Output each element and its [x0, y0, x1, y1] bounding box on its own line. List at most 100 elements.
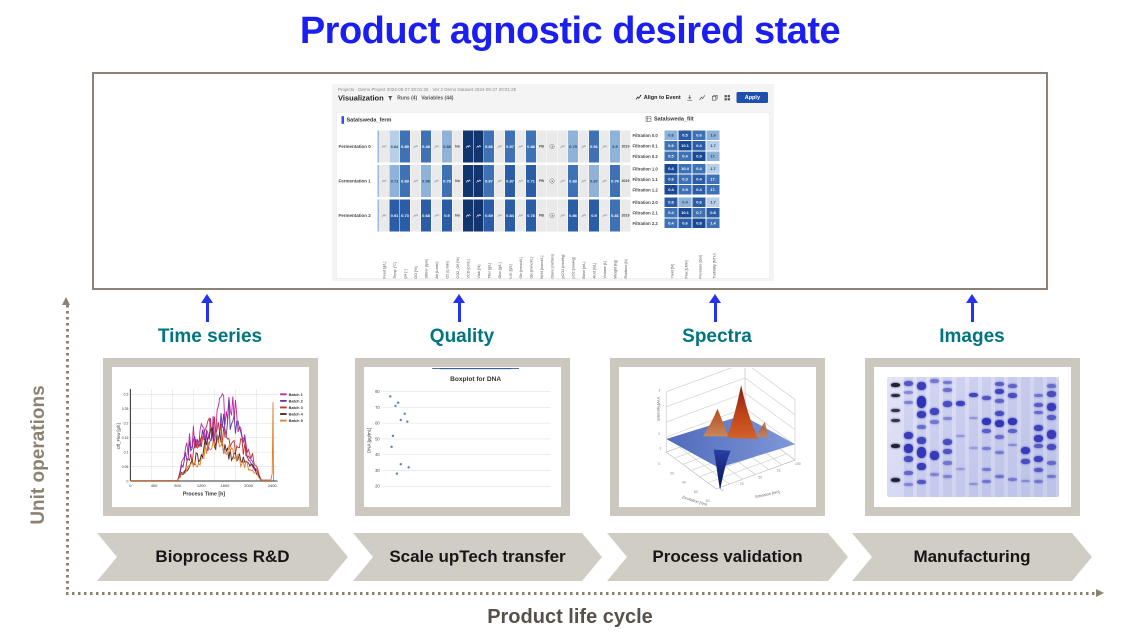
- heatmap-cell[interactable]: 0.69: [484, 199, 494, 232]
- heatmap-cell[interactable]: [473, 130, 484, 163]
- heatmap-cell[interactable]: 0.81: [610, 199, 620, 232]
- heatmap-cell[interactable]: [379, 165, 389, 197]
- heatmap-cell[interactable]: 0.4: [692, 141, 706, 151]
- heatmap-cell[interactable]: [463, 165, 473, 197]
- heatmap-cell[interactable]: 0.4: [692, 174, 706, 184]
- heatmap-cell[interactable]: 0.88: [442, 130, 452, 163]
- heatmap-cell[interactable]: 0.68: [421, 199, 431, 232]
- heatmap-cell[interactable]: [599, 165, 610, 197]
- heatmap-cell[interactable]: 0.6: [692, 197, 706, 207]
- heatmap-cell[interactable]: [578, 130, 589, 163]
- heatmap-cell[interactable]: [431, 130, 442, 163]
- heatmap-cell[interactable]: [578, 199, 589, 232]
- heatmap-cell[interactable]: 0.78: [442, 165, 452, 197]
- heatmap-cell[interactable]: 0.8: [664, 130, 678, 140]
- heatmap-cell[interactable]: [515, 199, 526, 232]
- heatmap-cell[interactable]: 0.84: [505, 199, 515, 232]
- heatmap-cell[interactable]: 1.6: [706, 130, 720, 140]
- heatmap-cell[interactable]: [473, 199, 484, 232]
- heatmap-cell[interactable]: 0.85: [400, 130, 410, 163]
- heatmap-cell[interactable]: 0.8: [664, 197, 678, 207]
- heatmap-cell[interactable]: [599, 130, 610, 163]
- heatmap-cell[interactable]: 0.48: [421, 130, 431, 163]
- heatmap-cell[interactable]: 10.1: [678, 141, 692, 151]
- heatmap-cell[interactable]: [431, 199, 442, 232]
- heatmap-cell[interactable]: 0.9: [442, 199, 452, 232]
- heatmap-cell[interactable]: [494, 130, 505, 163]
- heatmap-cell[interactable]: No: [452, 199, 463, 232]
- heatmap-cell[interactable]: PB: [536, 199, 547, 232]
- variables-selector[interactable]: Variables (44): [421, 95, 454, 102]
- heatmap-cell[interactable]: [410, 130, 421, 163]
- heatmap-cell[interactable]: 0.6: [678, 218, 692, 228]
- heatmap-cell[interactable]: 17.: [706, 151, 720, 161]
- heatmap-cell[interactable]: 0.4: [664, 218, 678, 228]
- heatmap-cell[interactable]: [515, 130, 526, 163]
- heatmap-cell[interactable]: 0.5: [678, 185, 692, 195]
- runs-selector[interactable]: Runs (4): [397, 95, 418, 102]
- heatmap-cell[interactable]: [463, 199, 473, 232]
- heatmap-cell[interactable]: 0.71: [389, 165, 400, 197]
- heatmap-cell[interactable]: 1.7: [706, 164, 720, 174]
- heatmap-cell[interactable]: 0.5: [678, 130, 692, 140]
- heatmap-cell[interactable]: No: [452, 130, 463, 163]
- heatmap-cell[interactable]: 0.4: [678, 151, 692, 161]
- heatmap-cell[interactable]: 0.8: [664, 174, 678, 184]
- heatmap-cell[interactable]: 17.: [706, 185, 720, 195]
- heatmap-cell[interactable]: 0.8: [706, 208, 720, 218]
- heatmap-cell[interactable]: 0.9: [589, 199, 599, 232]
- heatmap-cell[interactable]: 0.73: [400, 199, 410, 232]
- heatmap-cell[interactable]: [515, 165, 526, 197]
- filter-icon[interactable]: [388, 96, 394, 102]
- heatmap-cell[interactable]: No: [452, 165, 463, 197]
- heatmap-cell[interactable]: 17.: [706, 174, 720, 184]
- heatmap-cell[interactable]: 0.88: [526, 130, 536, 163]
- heatmap-cell[interactable]: 0.4: [692, 185, 706, 195]
- heatmap-cell[interactable]: 0.57: [505, 130, 515, 163]
- heatmap-cell[interactable]: PB: [536, 165, 547, 197]
- heatmap-cell[interactable]: 0.89: [400, 165, 410, 197]
- heatmap-cell[interactable]: 0.75: [568, 130, 578, 163]
- heatmap-cell[interactable]: [494, 165, 505, 197]
- heatmap-cell[interactable]: 0.7: [692, 208, 706, 218]
- heatmap-cell[interactable]: 0.86: [568, 199, 578, 232]
- heatmap-cell[interactable]: [410, 165, 421, 197]
- heatmap-cell[interactable]: 0.9: [692, 151, 706, 161]
- heatmap-cell[interactable]: 0.4: [664, 208, 678, 218]
- heatmap-cell[interactable]: [494, 199, 505, 232]
- heatmap-cell[interactable]: [599, 199, 610, 232]
- heatmap-cell[interactable]: [557, 199, 568, 232]
- heatmap-cell[interactable]: [557, 165, 568, 197]
- heatmap-cell[interactable]: 0.4: [678, 197, 692, 207]
- align-to-event-button[interactable]: Align to Event: [635, 95, 681, 101]
- heatmap-cell[interactable]: 1.7: [706, 197, 720, 207]
- left-dataset-chip[interactable]: Satalsweda_ferm: [341, 116, 391, 124]
- heatmap-cell[interactable]: [547, 199, 557, 232]
- heatmap-cell[interactable]: 0.6: [692, 130, 706, 140]
- copy-icon[interactable]: [712, 94, 719, 101]
- heatmap-cell[interactable]: 0.91: [589, 130, 599, 163]
- heatmap-cell[interactable]: 0.67: [484, 165, 494, 197]
- heatmap-cell[interactable]: 0.4: [664, 185, 678, 195]
- heatmap-cell[interactable]: [431, 165, 442, 197]
- heatmap-cell[interactable]: 0.8: [692, 218, 706, 228]
- heatmap-cell[interactable]: [473, 165, 484, 197]
- heatmap-cell[interactable]: 0.87: [505, 165, 515, 197]
- heatmap-cell[interactable]: 10.4: [678, 164, 692, 174]
- heatmap-cell[interactable]: 0.5: [664, 151, 678, 161]
- heatmap-cell[interactable]: 0.71: [526, 165, 536, 197]
- heatmap-cell[interactable]: PB: [536, 130, 547, 163]
- grid-view-icon[interactable]: [724, 94, 731, 101]
- heatmap-cell[interactable]: 0.4: [664, 164, 678, 174]
- heatmap-cell[interactable]: 0.58: [421, 165, 431, 197]
- heatmap-cell[interactable]: [410, 199, 421, 232]
- heatmap-cell[interactable]: [547, 165, 557, 197]
- heatmap-cell[interactable]: 2019: [620, 199, 631, 232]
- heatmap-cell[interactable]: 0.76: [610, 165, 620, 197]
- heatmap-cell[interactable]: [463, 130, 473, 163]
- heatmap-cell[interactable]: 0.67: [589, 165, 599, 197]
- heatmap-cell[interactable]: 2019: [620, 130, 631, 163]
- heatmap-cell[interactable]: 1.4: [706, 218, 720, 228]
- heatmap-cell[interactable]: 0.66: [484, 130, 494, 163]
- heatmap-cell[interactable]: [547, 130, 557, 163]
